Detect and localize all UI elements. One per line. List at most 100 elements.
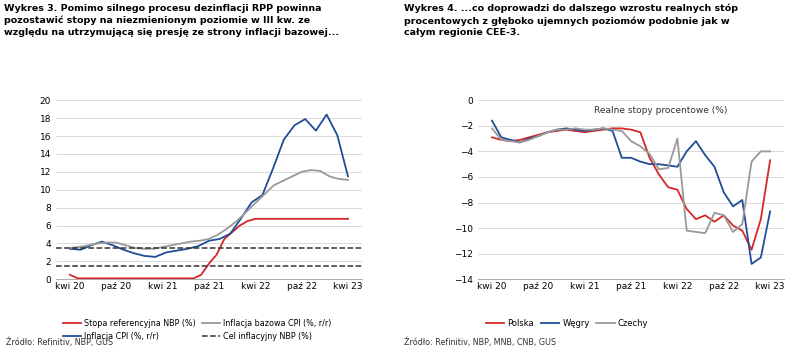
Czechy [626, 139, 636, 143]
Stopa referencyjna NBP (%) [65, 273, 74, 277]
Węgry [691, 139, 701, 143]
Inflacja CPI (%, r/r) [311, 129, 321, 133]
Line: Inflacja CPI (%, r/r): Inflacja CPI (%, r/r) [70, 115, 348, 257]
Inflacja bazowa CPI (%, r/r) [84, 243, 94, 247]
Polska [738, 228, 747, 233]
Inflacja CPI (%, r/r) [108, 243, 118, 247]
Polska [487, 135, 497, 140]
Polska [691, 217, 701, 221]
Inflacja bazowa CPI (%, r/r) [167, 243, 177, 247]
Czechy [570, 126, 580, 131]
Stopa referencyjna NBP (%) [158, 276, 167, 281]
Inflacja CPI (%, r/r) [118, 248, 128, 252]
Stopa referencyjna NBP (%) [88, 276, 98, 281]
Inflacja bazowa CPI (%, r/r) [149, 247, 158, 251]
Węgry [580, 129, 590, 133]
Stopa referencyjna NBP (%) [266, 217, 275, 221]
Stopa referencyjna NBP (%) [297, 217, 306, 221]
Stopa referencyjna NBP (%) [258, 217, 268, 221]
Inflacja CPI (%, r/r) [97, 240, 106, 244]
Inflacja bazowa CPI (%, r/r) [176, 241, 186, 246]
Inflacja CPI (%, r/r) [268, 166, 278, 170]
Czechy [552, 127, 562, 132]
Stopa referencyjna NBP (%) [197, 273, 206, 277]
Polska [701, 213, 710, 217]
Węgry [497, 135, 506, 140]
Polska [497, 138, 506, 142]
Inflacja bazowa CPI (%, r/r) [287, 174, 297, 178]
Węgry [682, 149, 691, 154]
Czechy [738, 222, 747, 226]
Stopa referencyjna NBP (%) [335, 217, 345, 221]
Inflacja CPI (%, r/r) [300, 117, 310, 121]
Stopa referencyjna NBP (%) [166, 276, 175, 281]
Polska [598, 127, 608, 132]
Czechy [673, 136, 682, 141]
Text: Wykres 3. Pomimo silnego procesu dezinflacji RPP powinna
pozostawić stopy na nie: Wykres 3. Pomimo silnego procesu dezinfl… [4, 4, 339, 37]
Węgry [589, 127, 598, 132]
Czechy [645, 152, 654, 156]
Polska [552, 129, 562, 133]
Inflacja bazowa CPI (%, r/r) [111, 241, 121, 245]
Legend: Stopa referencyjna NBP (%), Inflacja CPI (%, r/r), Inflacja bazowa CPI (%, r/r),: Stopa referencyjna NBP (%), Inflacja CPI… [60, 315, 335, 344]
Inflacja bazowa CPI (%, r/r) [297, 170, 306, 174]
Węgry [701, 153, 710, 158]
Inflacja bazowa CPI (%, r/r) [242, 210, 251, 214]
Węgry [534, 134, 543, 138]
Czechy [534, 134, 543, 138]
Węgry [617, 156, 626, 160]
Czechy [710, 211, 719, 215]
Węgry [746, 262, 756, 266]
Inflacja bazowa CPI (%, r/r) [121, 243, 130, 247]
Cel inflacyjny NBP (%) [65, 246, 74, 250]
Czechy [524, 138, 534, 142]
Polska [543, 130, 553, 134]
Polska [589, 129, 598, 133]
Inflacja CPI (%, r/r) [182, 247, 192, 251]
Line: Inflacja bazowa CPI (%, r/r): Inflacja bazowa CPI (%, r/r) [70, 170, 348, 249]
Polska [766, 158, 775, 163]
Inflacja CPI (%, r/r) [130, 251, 139, 256]
Węgry [570, 127, 580, 132]
Polska [506, 139, 515, 143]
Inflacja CPI (%, r/r) [194, 244, 203, 248]
Stopa referencyjna NBP (%) [242, 219, 252, 223]
Inflacja CPI (%, r/r) [226, 231, 235, 236]
Inflacja bazowa CPI (%, r/r) [334, 177, 343, 181]
Inflacja CPI (%, r/r) [236, 216, 246, 221]
Line: Stopa referencyjna NBP (%): Stopa referencyjna NBP (%) [70, 219, 348, 279]
Inflacja bazowa CPI (%, r/r) [343, 178, 353, 182]
Stopa referencyjna NBP (%) [134, 276, 144, 281]
Węgry [673, 165, 682, 169]
Inflacja bazowa CPI (%, r/r) [186, 240, 195, 244]
Inflacja bazowa CPI (%, r/r) [250, 201, 260, 205]
Text: Wykres 4. ...co doprowadzi do dalszego wzrostu realnych stóp
procentowych z głęb: Wykres 4. ...co doprowadzi do dalszego w… [404, 4, 738, 37]
Polska [719, 213, 729, 217]
Czechy [728, 230, 738, 234]
Inflacja bazowa CPI (%, r/r) [232, 219, 242, 223]
Stopa referencyjna NBP (%) [119, 276, 129, 281]
Inflacja CPI (%, r/r) [150, 255, 160, 259]
Polska [562, 127, 571, 132]
Line: Polska: Polska [492, 129, 770, 250]
Polska [682, 207, 691, 211]
Stopa referencyjna NBP (%) [312, 217, 322, 221]
Stopa referencyjna NBP (%) [305, 217, 314, 221]
Stopa referencyjna NBP (%) [181, 276, 190, 281]
Stopa referencyjna NBP (%) [73, 276, 82, 281]
Line: Czechy: Czechy [492, 129, 770, 233]
Czechy [663, 166, 673, 170]
Inflacja CPI (%, r/r) [140, 254, 150, 258]
Polska [746, 248, 756, 252]
Stopa referencyjna NBP (%) [150, 276, 160, 281]
Czechy [746, 159, 756, 164]
Czechy [635, 144, 645, 149]
Węgry [543, 130, 553, 134]
Inflacja bazowa CPI (%, r/r) [102, 241, 112, 245]
Czechy [598, 126, 608, 131]
Stopa referencyjna NBP (%) [189, 276, 198, 281]
Stopa referencyjna NBP (%) [328, 217, 338, 221]
Czechy [589, 127, 598, 132]
Czechy [617, 129, 626, 133]
Polska [654, 172, 664, 176]
